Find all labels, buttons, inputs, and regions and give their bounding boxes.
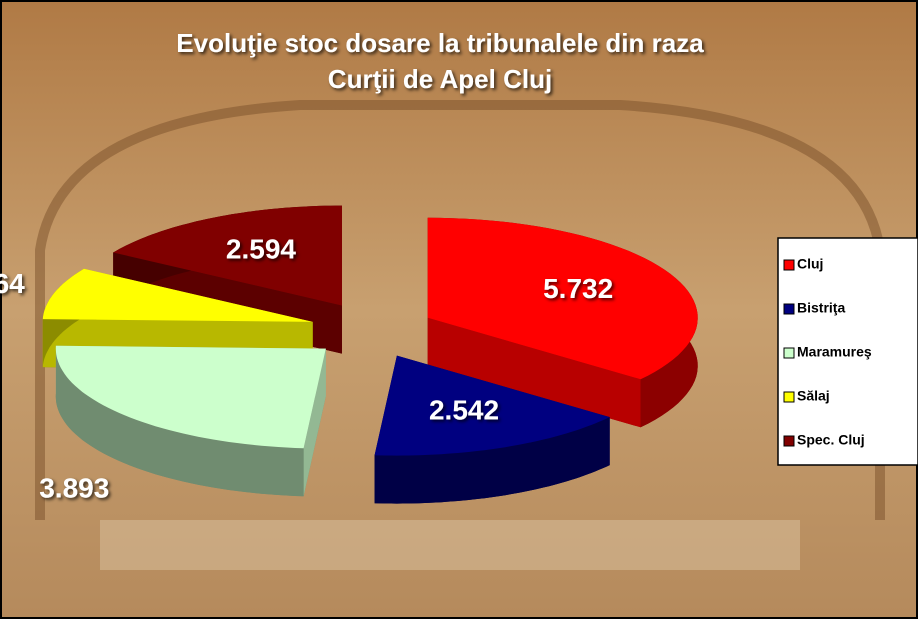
data-label: 1.364 (0, 268, 25, 299)
title-line: Curţii de Apel Cluj (328, 64, 552, 94)
data-label: 3.893 (39, 472, 109, 503)
slice-radial-wall (427, 317, 641, 428)
slice-side (55, 345, 304, 497)
balustrade (100, 520, 800, 570)
title-line: Evoluţie stoc dosare la tribunalele din … (176, 28, 704, 58)
data-label: 5.732 (543, 273, 613, 304)
arch (35, 100, 885, 520)
chart-title: Evoluţie stoc dosare la tribunalele din … (176, 28, 704, 94)
slice-top (42, 268, 313, 322)
legend-swatch (783, 303, 795, 315)
legend: Cluj Bistriţa Maramureş Sălaj Spec. Cluj (783, 256, 872, 448)
legend-swatch (783, 391, 795, 403)
legend-label: Spec. Cluj (797, 432, 865, 448)
pie: 2.594 5.732 1.364 3.893 2.542 (0, 205, 698, 504)
legend-swatch (783, 259, 795, 271)
slice-top (427, 217, 698, 380)
legend-swatch (783, 347, 795, 359)
title-group: Evoluţie stoc dosare la tribunalele din … (176, 28, 704, 94)
legend-label: Sălaj (797, 388, 830, 404)
slice-top (113, 205, 342, 306)
legend-box (777, 237, 918, 466)
legend-label: Cluj (797, 256, 823, 272)
slice-top (374, 355, 610, 456)
legend-label: Maramureş (797, 344, 872, 360)
legend-label: Bistriţa (797, 300, 845, 316)
legend-swatch (783, 435, 795, 447)
slice-top (55, 345, 326, 449)
data-label: 2.542 (429, 395, 499, 426)
data-label: 2.594 (226, 234, 296, 265)
slice-side (374, 417, 610, 504)
